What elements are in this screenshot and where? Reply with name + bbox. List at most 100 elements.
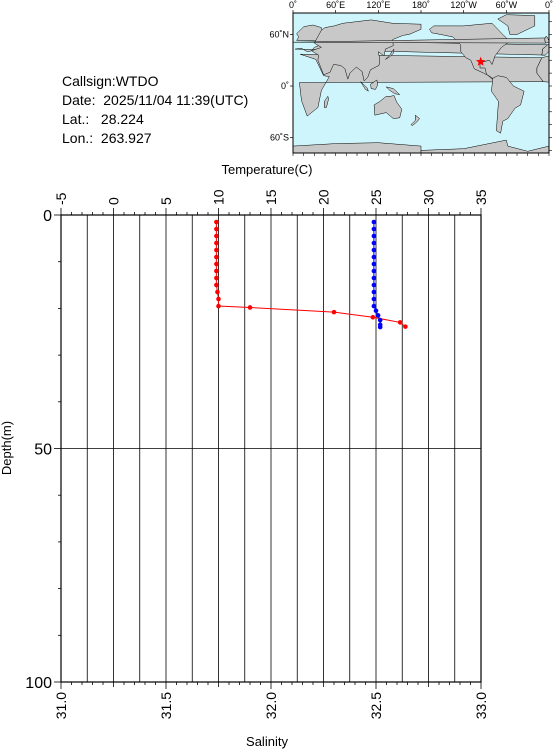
map-lon-tick-label: 60˚E bbox=[326, 0, 345, 10]
landmass-south-america bbox=[491, 75, 525, 134]
temperature-data-point bbox=[247, 305, 253, 310]
temperature-data-point bbox=[214, 261, 219, 267]
depth-tick-label: 50 bbox=[34, 442, 52, 459]
temperature-data-point bbox=[331, 309, 337, 315]
salinity-data-point bbox=[371, 219, 377, 225]
temperature-data-point bbox=[214, 268, 219, 274]
salinity-data-point bbox=[371, 261, 377, 267]
landmass-new-guinea bbox=[385, 86, 401, 95]
salinity-axis-title: Salinity bbox=[246, 734, 288, 749]
salinity-data-point bbox=[371, 303, 377, 309]
date-row: Date: 2025/11/04 11:39(UTC) bbox=[62, 91, 248, 110]
salinity-data-point bbox=[371, 268, 377, 274]
salinity-data-point bbox=[371, 289, 377, 295]
station-info: Callsign:WTDO Date: 2025/11/04 11:39(UTC… bbox=[62, 72, 248, 148]
temperature-data-point bbox=[214, 219, 219, 225]
station-star-marker bbox=[475, 56, 486, 66]
temperature-data-point bbox=[216, 303, 221, 309]
salinity-data-point bbox=[371, 275, 377, 281]
lat-label: Lat.: bbox=[62, 111, 90, 127]
salinity-data-point bbox=[371, 240, 377, 246]
landmass-new-zealand bbox=[410, 114, 420, 126]
temperature-tick-label: 30 bbox=[421, 189, 437, 205]
temperature-tick-label: 20 bbox=[316, 189, 332, 205]
landmass-greenland bbox=[497, 14, 536, 35]
map-lon-tick-label: 120˚W bbox=[450, 0, 477, 10]
salinity-tick-label: 31.5 bbox=[158, 692, 174, 719]
temperature-data-point bbox=[214, 247, 219, 253]
temperature-data-point bbox=[214, 254, 219, 260]
series-layer bbox=[214, 219, 408, 330]
date-value: 2025/11/04 11:39(UTC) bbox=[103, 92, 249, 108]
callsign-label: Callsign: bbox=[62, 73, 116, 89]
temperature-data-point bbox=[397, 320, 403, 325]
map-lat-tick-label: 60˚N bbox=[269, 29, 289, 39]
map-lon-tick-label: 60˚W bbox=[496, 0, 518, 10]
salinity-data-point bbox=[377, 324, 383, 330]
landmass-antarctica bbox=[293, 142, 422, 153]
temperature-tick-label: 5 bbox=[158, 197, 174, 205]
salinity-data-point bbox=[371, 296, 377, 302]
temperature-data-point bbox=[214, 275, 219, 281]
map-lon-tick-label: 120˚E bbox=[366, 0, 390, 10]
landmass-madagascar bbox=[324, 95, 329, 108]
salinity-data-point bbox=[373, 308, 379, 314]
map-lat-tick-label: 60˚S bbox=[270, 133, 289, 143]
lon-label: Lon.: bbox=[62, 130, 94, 146]
landmass-antarctica-west bbox=[420, 139, 549, 153]
temperature-data-point bbox=[403, 324, 408, 329]
temperature-data-point bbox=[215, 289, 220, 295]
depth-axis-title: Depth(m) bbox=[0, 421, 14, 475]
temperature-tick-label: 35 bbox=[473, 189, 489, 205]
lon-value: 263.927 bbox=[100, 130, 152, 146]
salinity-tick-label: 32.5 bbox=[368, 692, 384, 719]
landmass-indonesia-sumatra bbox=[360, 81, 369, 92]
temperature-tick-label: -5 bbox=[53, 192, 69, 205]
salinity-data-point bbox=[371, 247, 377, 253]
temperature-data-point bbox=[216, 296, 221, 302]
temperature-tick-label: 15 bbox=[263, 189, 279, 205]
map-lat-tick-label: 0˚ bbox=[281, 81, 289, 91]
temperature-data-point bbox=[214, 240, 219, 246]
plot-grid bbox=[61, 215, 481, 682]
callsign-row: Callsign:WTDO bbox=[62, 72, 248, 91]
lat-value: 28.224 bbox=[100, 111, 144, 127]
landmass-europe-wrap bbox=[541, 43, 549, 56]
map-marker-layer bbox=[475, 56, 486, 66]
lat-row: Lat.: 28.224 bbox=[62, 110, 248, 129]
temperature-axis-title: Temperature(C) bbox=[221, 162, 312, 177]
temperature-data-point bbox=[214, 282, 219, 288]
landmass-australia bbox=[373, 95, 403, 119]
salinity-data-point bbox=[377, 317, 383, 323]
map-ticks: 0˚ 60˚E 120˚E 180˚ 120˚W 60˚W 0˚ 60˚N 0˚ 60˚S bbox=[269, 0, 553, 156]
salinity-tick-label: 32.0 bbox=[263, 692, 279, 719]
landmass-asia bbox=[310, 19, 422, 82]
salinity-data-point bbox=[371, 233, 377, 239]
depth-tick-label: 100 bbox=[25, 675, 52, 692]
temperature-tick-label: 25 bbox=[368, 189, 384, 205]
date-label: Date: bbox=[62, 92, 96, 108]
world-map: 0˚ 60˚E 120˚E 180˚ 120˚W 60˚W 0˚ 60˚N 0˚ 60˚S bbox=[269, 0, 553, 156]
lon-row: Lon.: 263.927 bbox=[62, 129, 248, 148]
callsign-value: WTDO bbox=[115, 73, 159, 89]
salinity-data-point bbox=[371, 282, 377, 288]
salinity-tick-label: 33.0 bbox=[473, 692, 489, 719]
landmass-africa-wrap bbox=[536, 55, 549, 83]
map-land bbox=[293, 14, 549, 153]
temperature-data-point bbox=[214, 226, 219, 232]
salinity-data-point bbox=[375, 313, 381, 318]
map-lon-tick-label: 0˚ bbox=[289, 0, 297, 10]
depth-tick-label: 0 bbox=[43, 208, 52, 225]
map-lon-tick-label: 0˚ bbox=[545, 0, 553, 10]
temperature-data-point bbox=[214, 233, 219, 239]
salinity-tick-label: 31.0 bbox=[53, 692, 69, 719]
landmass-north-america bbox=[429, 23, 511, 80]
temperature-tick-label: 0 bbox=[106, 197, 122, 205]
map-lon-tick-label: 180˚ bbox=[412, 0, 430, 10]
salinity-data-point bbox=[371, 254, 377, 260]
temperature-tick-label: 10 bbox=[211, 189, 227, 205]
salinity-data-point bbox=[371, 226, 377, 232]
landmass-indonesia-borneo bbox=[370, 79, 378, 90]
